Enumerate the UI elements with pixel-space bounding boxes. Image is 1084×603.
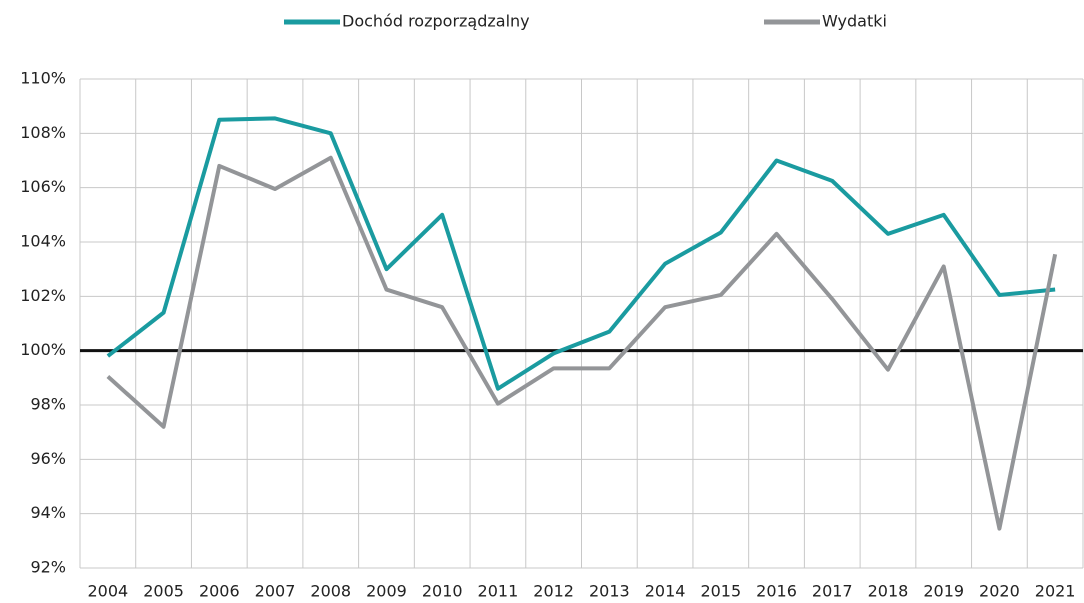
x-tick-label: 2006 [199,582,240,601]
x-tick-label: 2011 [478,582,519,601]
legend-label: Wydatki [822,12,887,31]
series-line [106,116,1056,391]
legend-label: Dochód rozporządzalny [342,12,530,31]
y-tick-label: 98% [30,395,66,414]
x-tick-label: 2005 [143,582,184,601]
y-tick-label: 92% [30,558,66,577]
y-tick-label: 104% [20,232,66,251]
x-tick-label: 2009 [366,582,407,601]
y-tick-label: 100% [20,340,66,359]
x-tick-label: 2010 [422,582,463,601]
x-tick-label: 2019 [923,582,964,601]
x-tick-label: 2004 [88,582,129,601]
y-tick-label: 102% [20,286,66,305]
x-tick-label: 2021 [1035,582,1076,601]
x-tick-label: 2016 [756,582,797,601]
y-tick-label: 110% [20,69,66,88]
x-tick-label: 2017 [812,582,853,601]
x-tick-label: 2013 [589,582,630,601]
y-tick-label: 108% [20,123,66,142]
x-tick-label: 2020 [979,582,1020,601]
series-line [106,155,1058,531]
x-tick-label: 2015 [700,582,741,601]
x-tick-label: 2014 [645,582,686,601]
y-tick-label: 96% [30,449,66,468]
y-tick-label: 94% [30,503,66,522]
y-tick-label: 106% [20,177,66,196]
x-tick-label: 2012 [533,582,574,601]
x-tick-label: 2007 [255,582,296,601]
x-tick-label: 2018 [868,582,909,601]
x-tick-label: 2008 [310,582,351,601]
